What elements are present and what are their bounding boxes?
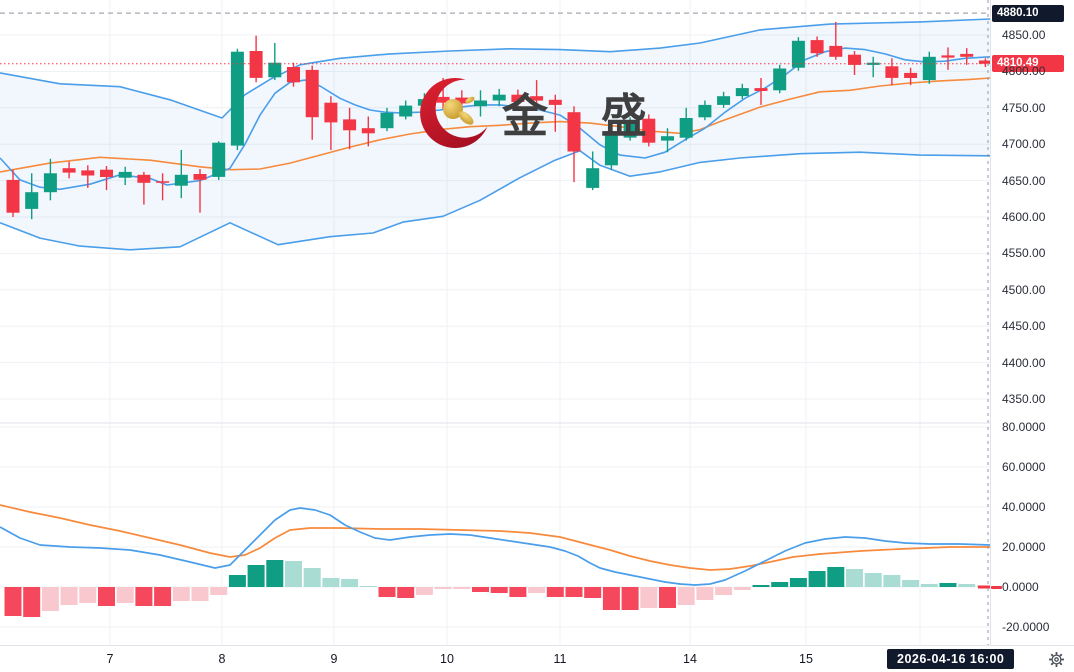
- price-axis-label: 4750.00: [1002, 100, 1046, 115]
- price-axis-label: 4700.00: [1002, 137, 1046, 152]
- macd-axis-label: 40.0000: [1002, 500, 1046, 514]
- macd-axis-label: 60.0000: [1002, 460, 1046, 474]
- macd-axis-label: 20.0000: [1002, 540, 1046, 554]
- price-alert-badge: 4880.10: [992, 4, 1064, 22]
- time-axis-label: 11: [553, 652, 567, 666]
- time-axis-label: 9: [330, 652, 338, 666]
- macd-axis-label: 0.0000: [1002, 580, 1039, 594]
- price-axis-label: 4450.00: [1002, 319, 1046, 334]
- price-axis-label: 4600.00: [1002, 210, 1046, 224]
- time-axis-label: 14: [683, 652, 697, 666]
- time-axis-label: 8: [218, 652, 226, 666]
- price-axis-label: 4550.00: [1002, 246, 1046, 261]
- price-axis-label: 4800.00: [1002, 64, 1046, 79]
- candlestick-chart[interactable]: [0, 0, 990, 645]
- price-axis-label: 4500.00: [1002, 282, 1046, 297]
- price-axis-label: 4850.00: [1002, 28, 1046, 42]
- price-axis-label: 4350.00: [1002, 392, 1046, 406]
- macd-current-value-tick: [991, 585, 1002, 589]
- macd-axis-label: -20.0000: [1002, 620, 1050, 634]
- price-axis[interactable]: 4880.10 4810.49 4850.00 4800.00 4750.00 470…: [990, 0, 1074, 645]
- time-axis-label: 7: [106, 652, 114, 666]
- price-axis-label: 4400.00: [1002, 355, 1046, 370]
- last-price-badge: 4810.49: [992, 55, 1064, 73]
- time-axis[interactable]: 2026-04-16 16:00 7 8 9 10 11 14 15: [0, 645, 1074, 672]
- crosshair-date-badge: 2026-04-16 16:00: [887, 649, 1015, 669]
- chart-canvas[interactable]: 金 盛: [0, 0, 990, 645]
- time-axis-label: 15: [799, 652, 813, 666]
- time-axis-label: 10: [440, 652, 454, 666]
- macd-axis-label: 80.0000: [1002, 420, 1046, 434]
- price-axis-label: 4650.00: [1002, 173, 1046, 188]
- axis-settings-gear-icon[interactable]: [1048, 651, 1065, 668]
